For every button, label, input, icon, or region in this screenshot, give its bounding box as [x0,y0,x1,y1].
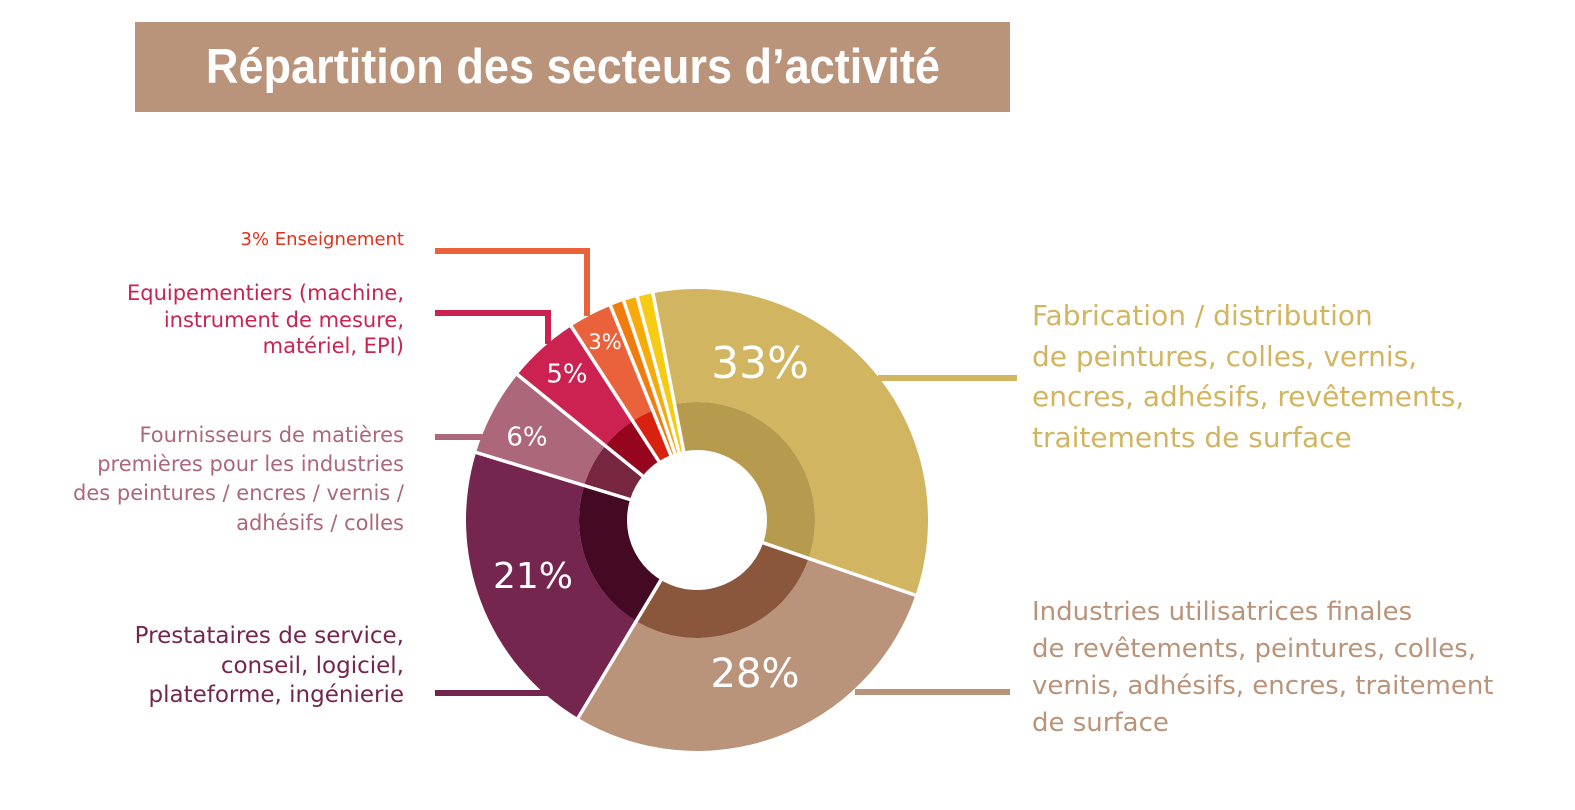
slice-inner-5 [632,410,671,462]
chart-title: Répartition des secteurs d’activité [205,40,940,94]
slice-inner-3 [584,445,643,500]
slice-outer-1 [578,558,916,751]
leader-line-5 [435,248,590,316]
slice-separator [635,294,682,455]
slice-outer-0 [652,288,928,596]
slice-outer-2 [465,452,637,719]
slice-inner-0 [674,402,815,559]
slice-separator [650,290,686,454]
label-fournisseurs: Fournisseurs de matières premières pour … [73,423,404,535]
value-labels: 33% 28% 21% 6% 5%3% [493,330,809,697]
value-label-5: 3% [588,330,621,354]
slice-separator [568,323,662,464]
slice-outer-8 [637,293,675,407]
slice-separator [575,577,664,721]
slice-separator [760,540,918,598]
value-label-2: 21% [493,556,573,597]
label-enseignement: 3% Enseignement [240,229,405,250]
label-equipementiers: Equipementiers (machine, instrument de m… [126,281,404,359]
slice-outer-7 [623,296,667,409]
leader-line-4 [435,310,551,344]
slice-outer-3 [476,374,606,486]
label-prestataires: Prestataires de service, conseil, logici… [134,623,404,709]
slice-inner-1 [636,542,809,638]
slice-separator [608,303,674,458]
slice-separator [621,298,678,457]
slice-separator [473,450,633,502]
slice-outer-6 [610,300,660,411]
slice-separator [514,372,646,479]
value-label-1: 28% [711,651,800,697]
value-label-0: 33% [711,338,809,389]
label-fabrication: Fabrication / distribution de peintures,… [1032,299,1465,454]
value-label-4: 5% [546,360,587,390]
label-industries: Industries utilisatrices finales de revê… [1032,597,1494,738]
donut-slices [465,288,928,751]
slice-inner-2 [579,485,661,622]
slice-inner-4 [605,421,659,476]
value-label-3: 6% [506,423,547,453]
slice-outer-4 [517,326,633,446]
slice-outer-5 [571,305,653,422]
title-banner: Répartition des secteurs d’activité [135,22,1010,112]
